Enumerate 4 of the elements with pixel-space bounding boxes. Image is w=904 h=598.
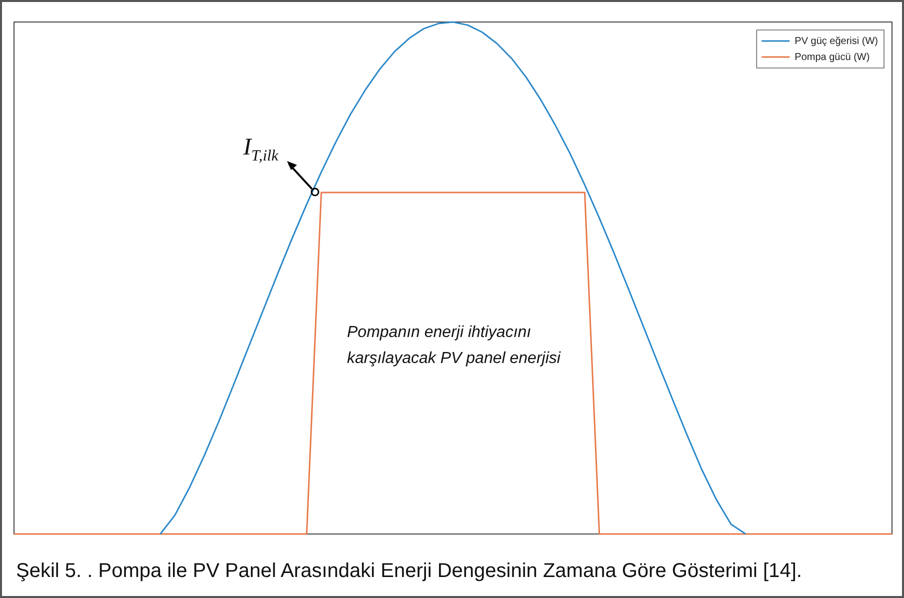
text: Şekil 5. . Pompa ile PV Panel Arasındaki Enerji Dengesinin Zamana Göre Gösterimi [14]. (16, 560, 802, 583)
annotation: Pompanın enerji ihtiyacını karşılayacak PV panel enerjisi (347, 324, 561, 367)
legend-label: PV güç eğerisi (W) (794, 36, 878, 47)
legend-label: Pompa gücü (W) (794, 52, 870, 63)
